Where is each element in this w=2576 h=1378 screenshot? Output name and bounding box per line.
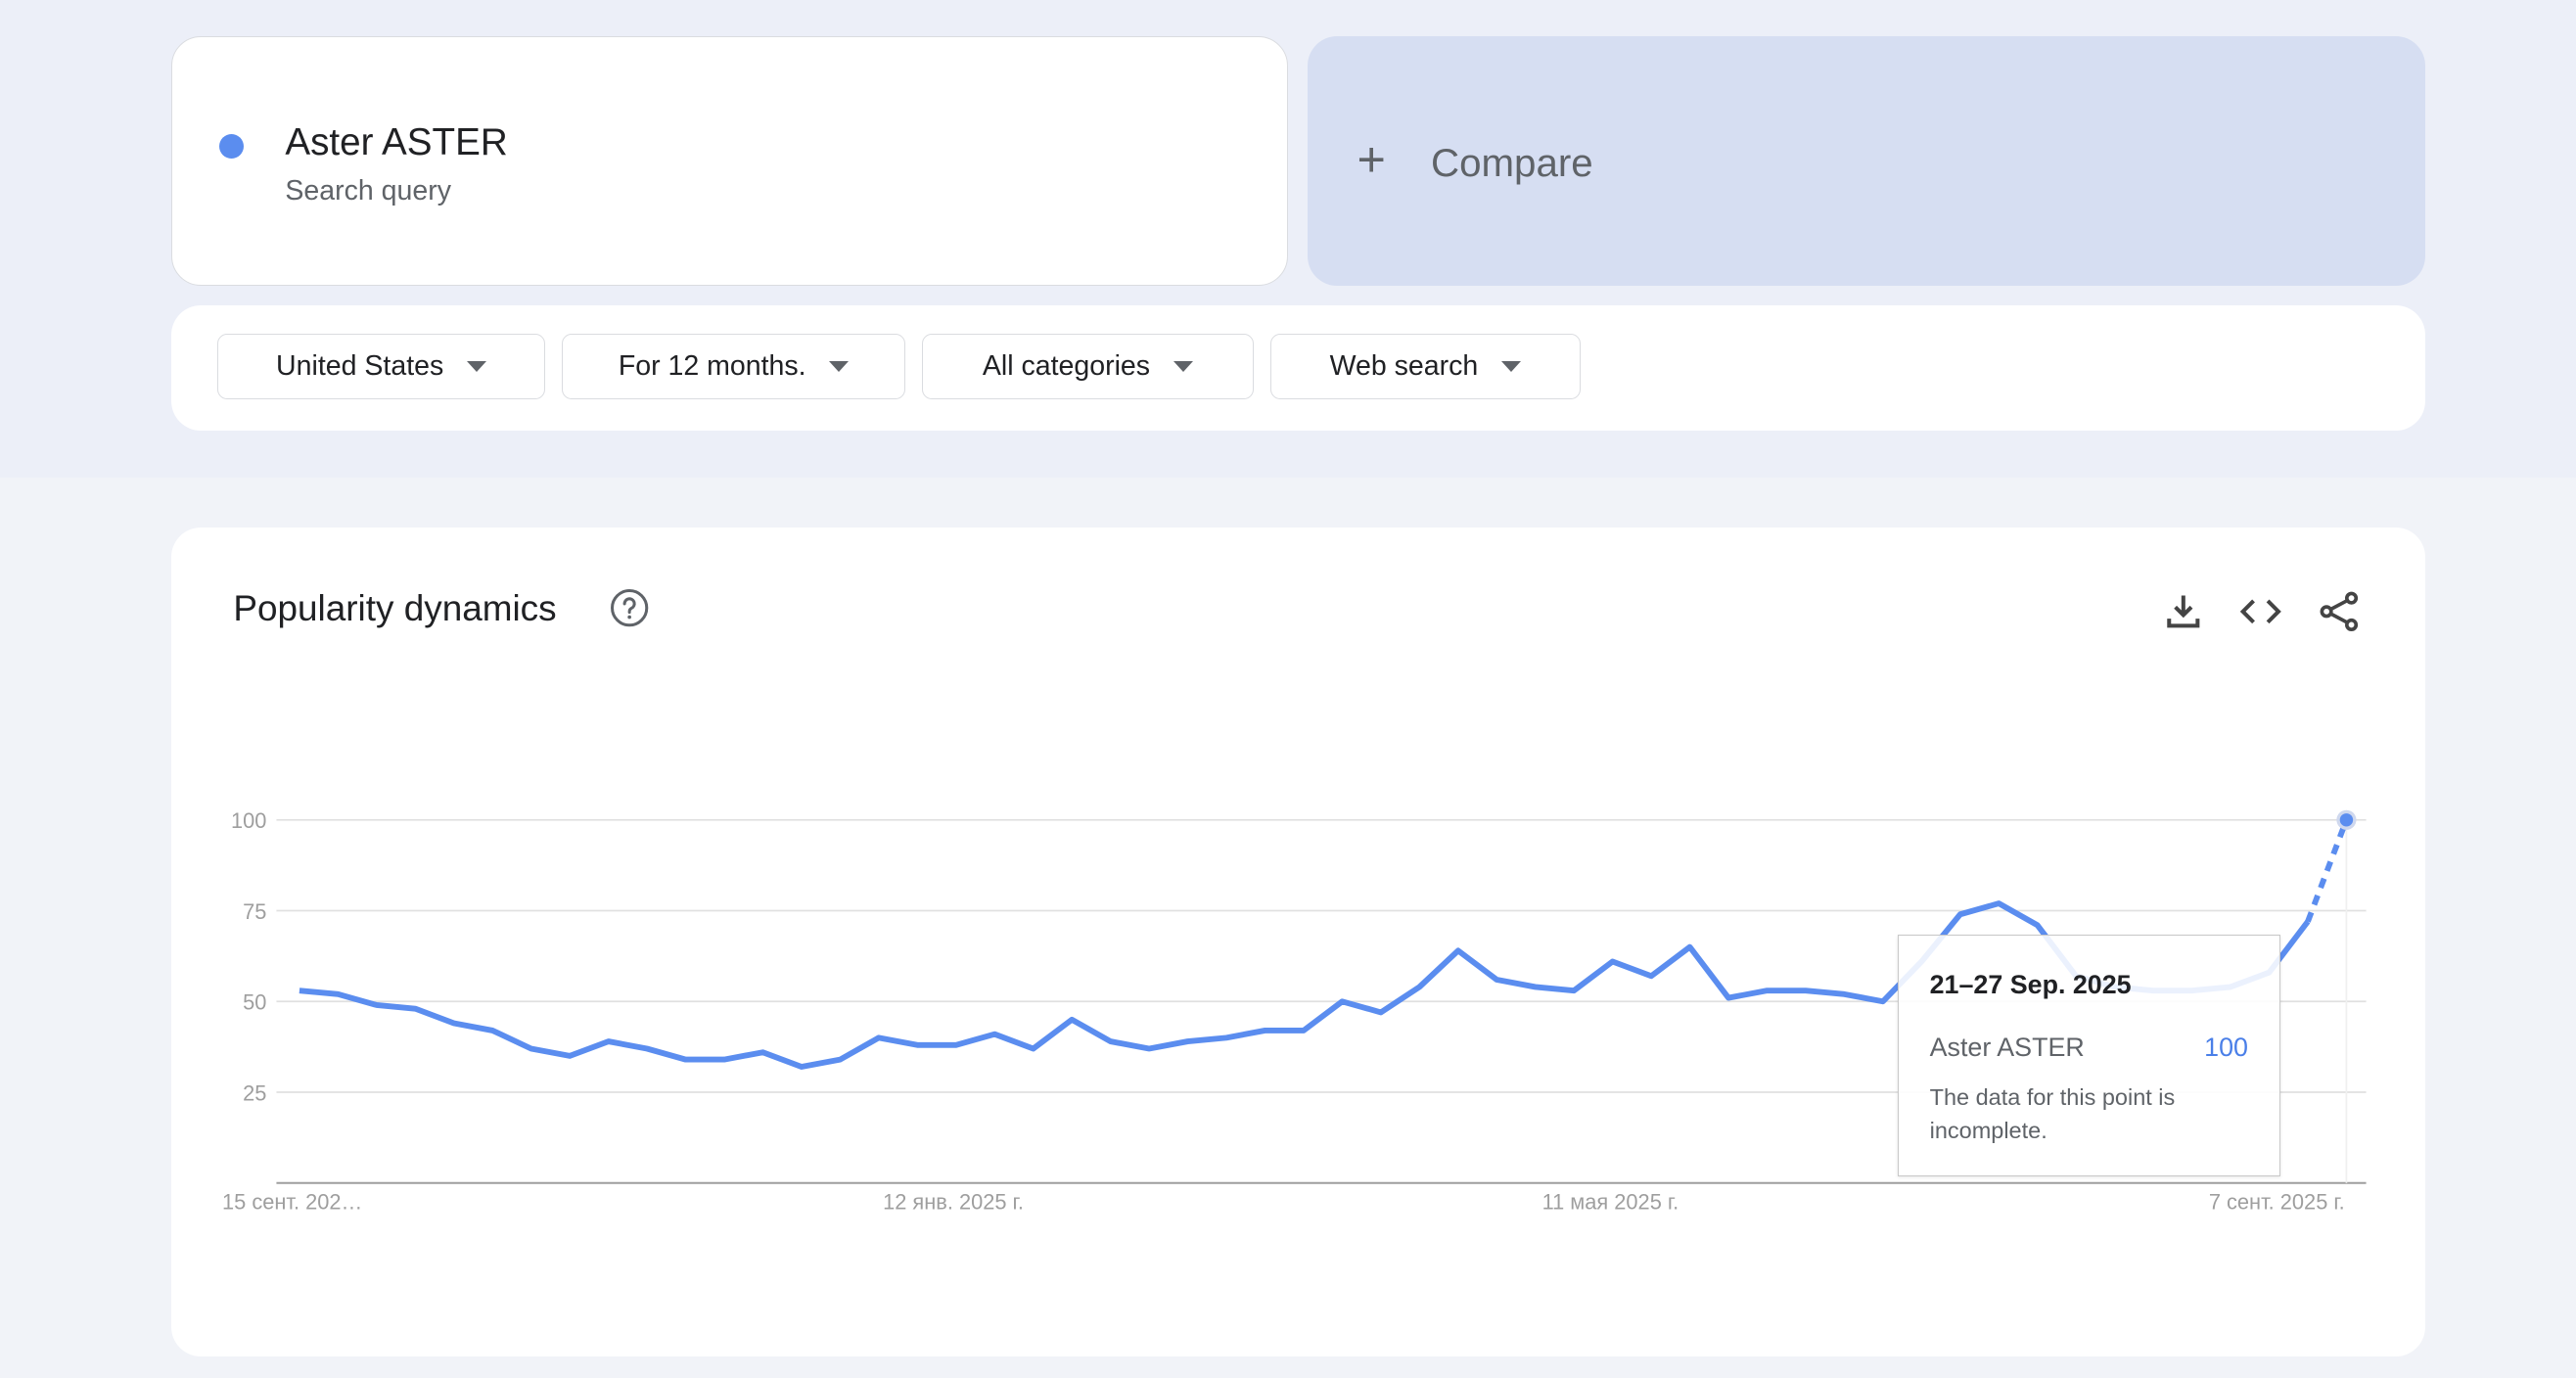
x-tick-label: 11 мая 2025 г.	[1541, 1189, 1679, 1214]
data-point	[2339, 812, 2353, 827]
x-tick-label: 12 янв. 2025 г.	[883, 1189, 1024, 1214]
compare-label: Compare	[1431, 141, 1593, 186]
plus-icon: +	[1357, 130, 1386, 187]
help-icon[interactable]	[610, 588, 649, 627]
y-tick-label: 50	[243, 989, 266, 1014]
share-icon[interactable]	[2318, 590, 2361, 633]
embed-code-icon[interactable]	[2239, 590, 2282, 633]
chart-tooltip: 21–27 Sep. 2025 Aster ASTER 100 The data…	[1897, 935, 2280, 1176]
caret-down-icon	[1500, 360, 1521, 372]
category-dropdown[interactable]: All categories	[921, 333, 1254, 399]
term-name: Aster ASTER	[285, 120, 508, 163]
search-type-label: Web search	[1329, 349, 1479, 382]
tooltip-date: 21–27 Sep. 2025	[1929, 970, 2132, 1000]
x-tick-label: 7 сент. 2025 г.	[2208, 1189, 2344, 1214]
x-tick-label: 15 сент. 202…	[222, 1189, 362, 1214]
y-tick-label: 75	[243, 899, 266, 924]
series-line	[299, 899, 2310, 1070]
caret-down-icon	[466, 360, 486, 372]
download-icon[interactable]	[2162, 590, 2205, 633]
region-label: United States	[276, 349, 444, 382]
y-tick-label: 100	[231, 808, 266, 833]
category-label: All categories	[982, 349, 1151, 382]
time-range-label: For 12 months.	[618, 349, 806, 382]
term-type: Search query	[285, 174, 451, 207]
popularity-chart-card: Popularity dynamics 25 50 75 100 15 сент. 2…	[170, 527, 2425, 1357]
filters-bar: United States For 12 months. All categor…	[170, 305, 2425, 431]
region-dropdown[interactable]: United States	[216, 333, 546, 399]
chart-title: Popularity dynamics	[233, 587, 557, 628]
compare-button[interactable]: + Compare	[1308, 35, 2425, 287]
tooltip-value: 100	[2204, 1033, 2248, 1063]
incomplete-segment	[2304, 818, 2349, 923]
caret-down-icon	[829, 360, 850, 372]
time-range-dropdown[interactable]: For 12 months.	[562, 333, 905, 399]
tooltip-note: The data for this point is incomplete.	[1929, 1084, 2176, 1144]
series-color-dot	[219, 133, 245, 160]
caret-down-icon	[1173, 360, 1193, 372]
search-type-dropdown[interactable]: Web search	[1269, 333, 1581, 399]
y-tick-label: 25	[243, 1080, 266, 1105]
tooltip-series-name: Aster ASTER	[1929, 1033, 2085, 1063]
search-term-card[interactable]: Aster ASTER Search query	[170, 35, 1288, 287]
